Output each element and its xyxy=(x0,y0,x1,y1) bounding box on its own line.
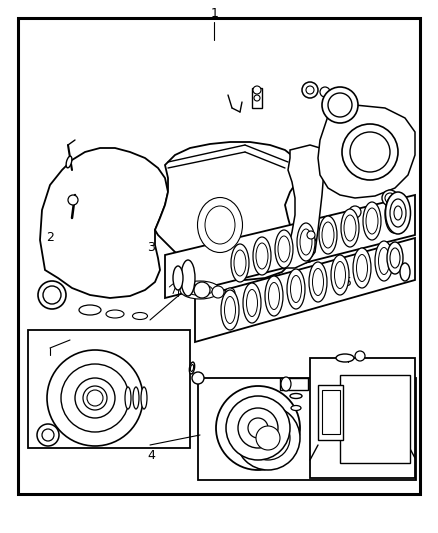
Bar xyxy=(28,330,190,448)
Ellipse shape xyxy=(253,237,271,275)
Ellipse shape xyxy=(319,216,337,254)
Ellipse shape xyxy=(79,305,101,315)
Circle shape xyxy=(192,372,204,384)
Ellipse shape xyxy=(265,276,283,316)
Ellipse shape xyxy=(205,206,235,244)
Circle shape xyxy=(216,386,300,470)
Ellipse shape xyxy=(363,202,381,240)
Ellipse shape xyxy=(309,262,327,302)
Ellipse shape xyxy=(66,156,72,168)
Circle shape xyxy=(194,282,210,298)
Circle shape xyxy=(236,406,300,470)
Circle shape xyxy=(322,87,358,123)
Ellipse shape xyxy=(141,387,147,409)
Ellipse shape xyxy=(307,238,315,242)
Circle shape xyxy=(342,124,398,180)
Circle shape xyxy=(302,82,318,98)
Circle shape xyxy=(226,396,290,460)
Text: 2: 2 xyxy=(46,231,54,244)
Circle shape xyxy=(238,408,278,448)
Polygon shape xyxy=(165,195,415,298)
Ellipse shape xyxy=(375,241,393,281)
Polygon shape xyxy=(282,145,325,268)
Ellipse shape xyxy=(331,255,349,295)
Ellipse shape xyxy=(180,281,220,299)
Ellipse shape xyxy=(290,393,302,399)
Circle shape xyxy=(47,350,143,446)
Ellipse shape xyxy=(297,223,315,261)
Ellipse shape xyxy=(231,244,249,282)
Text: 3: 3 xyxy=(147,241,155,254)
Ellipse shape xyxy=(341,209,359,247)
Ellipse shape xyxy=(198,198,243,253)
Circle shape xyxy=(320,87,330,97)
Circle shape xyxy=(225,288,235,298)
Circle shape xyxy=(87,390,103,406)
Circle shape xyxy=(38,281,66,309)
Bar xyxy=(252,88,262,108)
Polygon shape xyxy=(40,148,168,298)
Text: 1: 1 xyxy=(211,7,219,20)
Polygon shape xyxy=(195,238,415,342)
Circle shape xyxy=(256,426,280,450)
Ellipse shape xyxy=(133,312,148,319)
Ellipse shape xyxy=(353,248,371,288)
Ellipse shape xyxy=(385,192,410,234)
Circle shape xyxy=(75,378,115,418)
Ellipse shape xyxy=(125,387,131,409)
Ellipse shape xyxy=(221,290,239,330)
Text: 4: 4 xyxy=(147,449,155,462)
Text: 5: 5 xyxy=(344,276,352,289)
Ellipse shape xyxy=(243,283,261,323)
Ellipse shape xyxy=(133,387,139,409)
Bar xyxy=(280,378,308,390)
Ellipse shape xyxy=(287,269,305,309)
Bar xyxy=(322,390,340,434)
Circle shape xyxy=(68,195,78,205)
Bar xyxy=(340,375,410,463)
Polygon shape xyxy=(318,105,415,198)
Polygon shape xyxy=(155,142,300,280)
Ellipse shape xyxy=(189,362,194,374)
Ellipse shape xyxy=(181,260,195,296)
Bar xyxy=(310,358,415,478)
Circle shape xyxy=(382,190,398,206)
Circle shape xyxy=(349,206,361,218)
Ellipse shape xyxy=(387,242,403,274)
Circle shape xyxy=(254,95,260,101)
Ellipse shape xyxy=(336,354,354,362)
Ellipse shape xyxy=(400,263,410,281)
Ellipse shape xyxy=(281,377,291,391)
Circle shape xyxy=(37,424,59,446)
Circle shape xyxy=(253,86,261,94)
Ellipse shape xyxy=(275,230,293,268)
Ellipse shape xyxy=(291,406,301,410)
Ellipse shape xyxy=(385,195,403,233)
Ellipse shape xyxy=(173,266,183,290)
Circle shape xyxy=(307,231,315,239)
Bar xyxy=(18,18,420,494)
Bar xyxy=(318,385,343,440)
Circle shape xyxy=(355,351,365,361)
Bar xyxy=(198,378,416,480)
Circle shape xyxy=(212,286,224,298)
Ellipse shape xyxy=(106,310,124,318)
